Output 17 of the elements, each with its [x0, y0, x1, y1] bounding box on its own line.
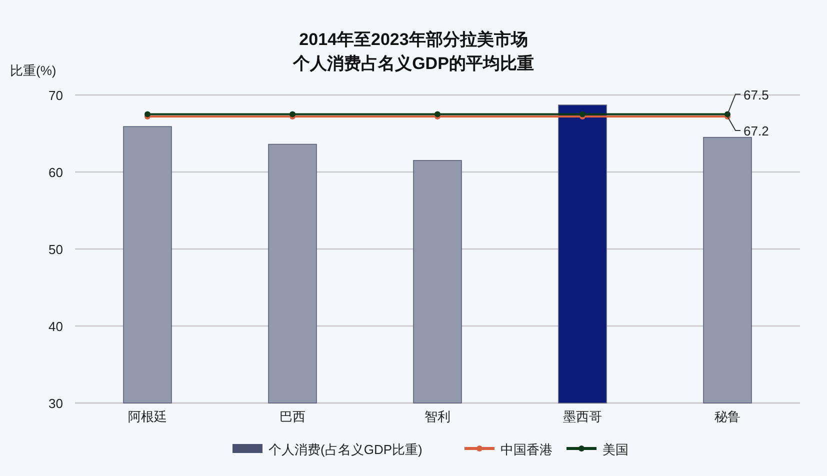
- y-tick-label: 70: [48, 88, 63, 103]
- data-label: 67.2: [744, 124, 769, 139]
- x-tick-label: 阿根廷: [128, 409, 167, 424]
- legend-label: 中国香港: [500, 442, 552, 457]
- chart-subtitle: 个人消费占名义GDP的平均比重: [292, 54, 534, 73]
- y-tick-label: 30: [48, 396, 63, 411]
- legend-label: 美国: [602, 442, 628, 457]
- data-label: 67.5: [744, 87, 769, 102]
- x-tick-label: 墨西哥: [563, 409, 602, 424]
- x-tick-label: 秘鲁: [714, 409, 740, 424]
- chart-title: 2014年至2023年部分拉美市场: [299, 30, 528, 49]
- y-tick-label: 50: [48, 242, 63, 257]
- y-tick-label: 40: [48, 319, 63, 334]
- y-axis-title: 比重(%): [10, 63, 56, 78]
- x-tick-label: 智利: [424, 409, 450, 424]
- x-tick-label: 巴西: [280, 409, 306, 424]
- y-tick-label: 60: [48, 165, 63, 180]
